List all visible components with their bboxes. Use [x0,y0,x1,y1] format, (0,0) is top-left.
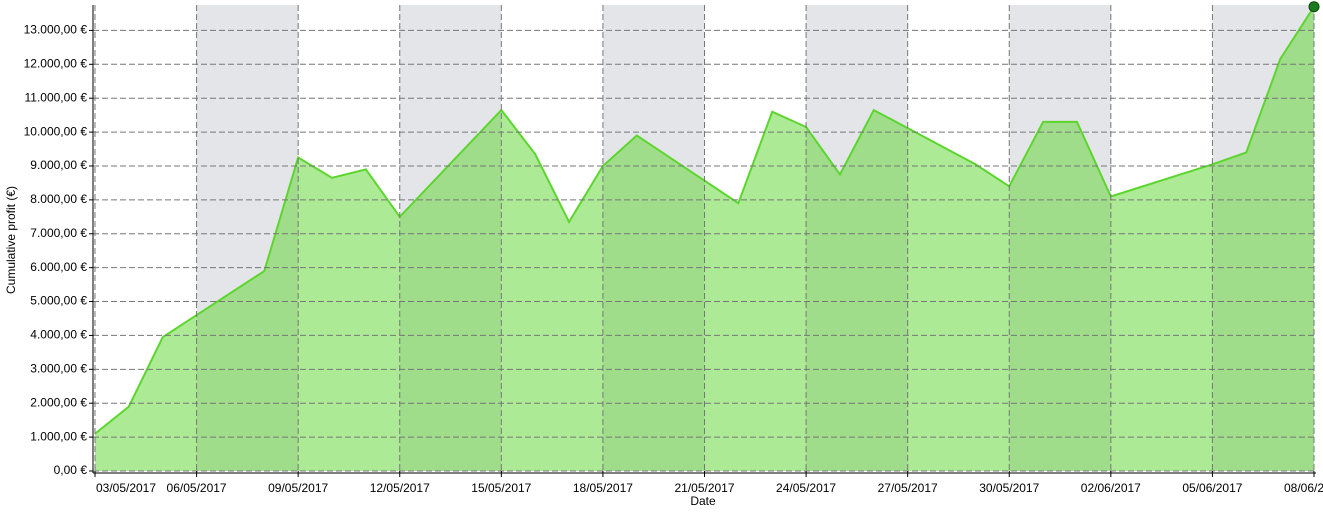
y-tick-label: 2.000,00 € [30,395,87,409]
y-tick-label: 4.000,00 € [30,328,87,342]
x-tick-label: 30/05/2017 [979,481,1039,495]
x-axis-label: Date [690,494,716,508]
end-marker [1308,1,1320,13]
area-line [94,6,1315,435]
x-tick-label: 12/05/2017 [370,481,430,495]
y-axis-label: Cumulative profit (€) [4,186,18,294]
y-tick-label: 6.000,00 € [30,260,87,274]
y-tick-label: 8.000,00 € [30,192,87,206]
y-tick-label: 1.000,00 € [30,429,87,443]
y-tick-label: 11.000,00 € [24,90,87,104]
x-tick-label: 18/05/2017 [573,481,633,495]
x-tick-label: 24/05/2017 [776,481,836,495]
y-tick-label: 10.000,00 € [24,124,88,138]
x-tick-label: 15/05/2017 [471,481,531,495]
y-tick-label: 12.000,00 € [24,56,88,70]
x-tick-label: 27/05/2017 [878,481,938,495]
y-tick-label: 13.000,00 € [24,23,88,37]
y-tick-label: 7.000,00 € [30,226,87,240]
area [95,6,1314,471]
y-tick-label: 0,00 € [54,463,88,477]
x-tick-label: 21/05/2017 [674,481,734,495]
x-tick-label: 05/06/2017 [1182,481,1242,495]
x-tick-label: 02/06/2017 [1081,481,1141,495]
x-tick-label: 03/05/2017 [96,481,156,495]
y-tick-label: 9.000,00 € [30,158,87,172]
y-tick-label: 5.000,00 € [30,294,87,308]
x-tick-label: 08/06/2017 [1284,481,1323,495]
x-tick-label: 09/05/2017 [268,481,328,495]
y-tick-label: 3.000,00 € [30,361,87,375]
x-tick-label: 06/05/2017 [167,481,227,495]
